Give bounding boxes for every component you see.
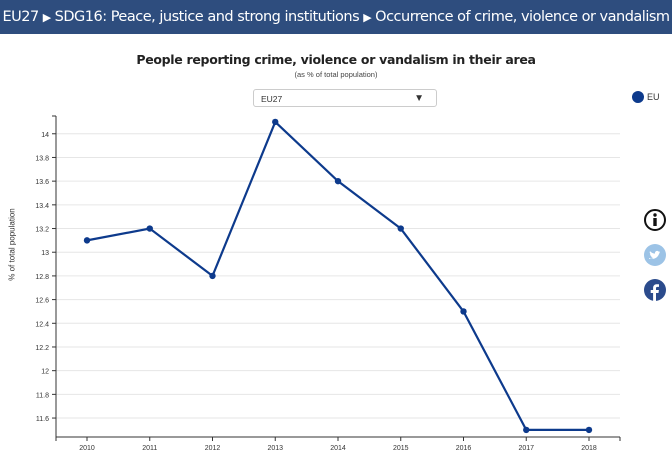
y-axis-label: % of total population (7, 208, 17, 281)
x-tick-label: 2017 (518, 445, 534, 452)
chevron-right-icon: ▶ (363, 11, 372, 24)
twitter-icon[interactable] (644, 244, 666, 266)
crumb-indicator: Occurrence of crime, violence or vandali… (375, 9, 670, 25)
y-tick-label: 11.8 (36, 392, 49, 399)
y-tick-label: 14 (41, 132, 49, 139)
data-point (460, 308, 467, 315)
data-point (523, 426, 530, 434)
x-tick-label: 2016 (456, 445, 472, 452)
caret-down-icon: ▼ (414, 93, 424, 104)
legend-label: EU (647, 92, 660, 102)
y-tick-label: 12.2 (35, 345, 49, 352)
data-point (272, 118, 279, 126)
y-tick-label: 12.8 (35, 274, 49, 281)
data-point (334, 177, 342, 185)
x-tick-label: 2014 (330, 445, 346, 452)
y-tick-label: 13.4 (35, 203, 49, 210)
crumb-eu27[interactable]: EU27 (2, 9, 39, 25)
y-tick-label: 13 (41, 250, 49, 257)
info-icon[interactable] (644, 209, 666, 231)
x-tick-label: 2013 (267, 445, 283, 452)
data-point (397, 225, 404, 232)
y-tick-label: 12.6 (35, 298, 49, 305)
x-tick-label: 2011 (142, 445, 157, 452)
chart-subtitle: (as % of total population) (294, 70, 378, 79)
y-tick-label: 13.6 (35, 179, 49, 186)
y-tick-label: 12.4 (35, 321, 49, 328)
y-tick-label: 11.6 (36, 416, 49, 423)
y-tick-label: 13.8 (35, 155, 49, 162)
legend-item-eu[interactable]: EU (632, 91, 660, 103)
facebook-icon[interactable] (644, 279, 666, 301)
x-tick-label: 2015 (393, 445, 409, 452)
chevron-right-icon: ▶ (42, 11, 51, 24)
y-tick-label: 13.2 (35, 227, 49, 234)
x-tick-label: 2018 (581, 445, 597, 452)
data-point (146, 225, 153, 232)
data-point (585, 426, 593, 434)
y-tick-label: 12 (41, 369, 49, 376)
crumb-sdg16[interactable]: SDG16: Peace, justice and strong institu… (54, 9, 360, 25)
x-tick-label: 2010 (79, 445, 95, 452)
chart-title: People reporting crime, violence or vand… (136, 52, 536, 67)
data-point (83, 237, 91, 244)
series-line-eu (86, 120, 589, 431)
region-select[interactable]: EU27 ▼ (253, 89, 437, 107)
legend-marker (632, 91, 644, 103)
region-select-value: EU27 (261, 94, 283, 104)
breadcrumb: EU27 ▶ SDG16: Peace, justice and strong in… (0, 0, 672, 34)
data-point (209, 272, 216, 280)
x-tick-label: 2012 (205, 445, 221, 452)
